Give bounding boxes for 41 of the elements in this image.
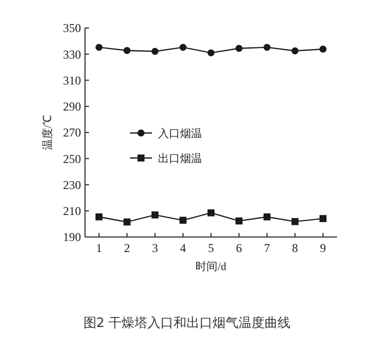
x-tick-label: 6 bbox=[236, 241, 242, 255]
point bbox=[96, 44, 102, 51]
point bbox=[292, 47, 298, 54]
legend-label: 入口烟温 bbox=[158, 126, 202, 140]
y-tick-label: 350 bbox=[63, 21, 81, 36]
x-tick-label: 7 bbox=[264, 241, 270, 255]
point bbox=[264, 44, 270, 51]
point bbox=[152, 211, 158, 218]
point bbox=[264, 213, 270, 220]
x-tick-label: 5 bbox=[208, 241, 214, 255]
x-tick-label: 9 bbox=[320, 241, 326, 255]
x-tick-label: 2 bbox=[124, 241, 130, 255]
point bbox=[124, 218, 130, 226]
y-tick-label: 250 bbox=[63, 152, 81, 166]
x-tick-label: 3 bbox=[152, 241, 158, 255]
point bbox=[292, 218, 298, 226]
x-tick-label: 1 bbox=[96, 241, 102, 255]
legend-label: 出口烟温 bbox=[158, 152, 202, 165]
x-tick-label: 4 bbox=[180, 241, 186, 255]
point bbox=[208, 49, 214, 56]
point bbox=[320, 46, 326, 53]
point bbox=[96, 213, 102, 220]
y-axis-title: 温度/℃ bbox=[41, 114, 54, 150]
point bbox=[236, 217, 242, 224]
y-tick-label: 190 bbox=[63, 230, 81, 244]
point bbox=[124, 46, 130, 54]
y-tick-label: 290 bbox=[63, 100, 81, 114]
y-tick-label: 330 bbox=[63, 47, 81, 62]
x-axis-title: 时间/d bbox=[196, 260, 227, 273]
point bbox=[152, 48, 158, 55]
y-tick-label: 230 bbox=[63, 178, 81, 192]
caption: 图2 干燥塔入口和出口烟气温度曲线 bbox=[83, 315, 291, 331]
point bbox=[180, 44, 186, 51]
y-tick-label: 270 bbox=[63, 126, 81, 140]
point bbox=[320, 215, 326, 222]
x-tick-label: 8 bbox=[292, 241, 298, 255]
y-tick-label: 210 bbox=[63, 204, 81, 218]
point bbox=[236, 44, 242, 52]
point bbox=[208, 209, 214, 216]
point bbox=[180, 216, 186, 224]
y-tick-label: 310 bbox=[63, 73, 81, 88]
